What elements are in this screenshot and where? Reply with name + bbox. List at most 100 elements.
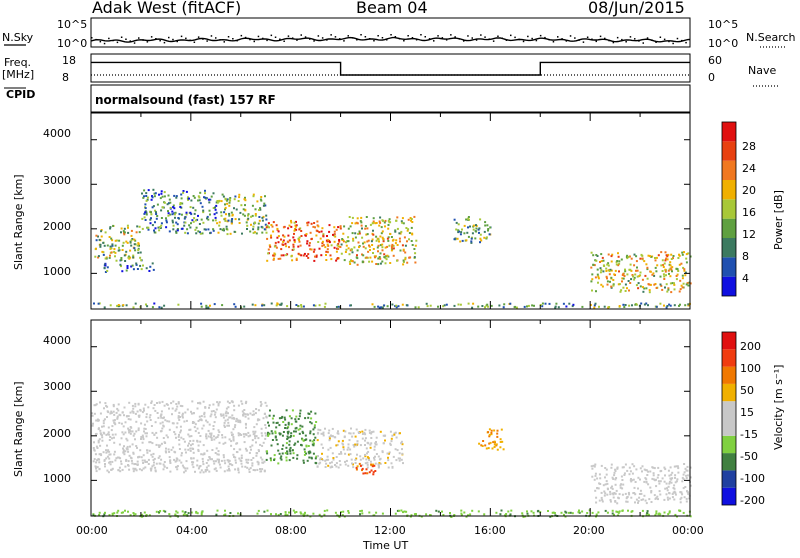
- power-cell: [95, 234, 98, 237]
- power-cell: [382, 238, 385, 240]
- velocity-cell: [310, 422, 313, 425]
- power-cell: [391, 245, 393, 248]
- velocity-cell: [217, 402, 220, 405]
- velocity-cell: [245, 461, 248, 464]
- velocity-cell: [216, 401, 219, 404]
- velocity-cell: [358, 462, 361, 465]
- velocity-cell: [331, 466, 334, 468]
- power-cell: [626, 273, 629, 276]
- velocity-cell: [92, 513, 95, 516]
- power-cell: [356, 217, 359, 220]
- power-cell: [120, 227, 123, 230]
- velocity-cell: [365, 458, 368, 461]
- velocity-cell: [223, 514, 226, 517]
- velocity-cell: [257, 437, 260, 440]
- velocity-cell: [279, 457, 282, 460]
- power-cell: [326, 251, 329, 254]
- power-cell: [196, 218, 199, 221]
- power-cell: [680, 262, 683, 265]
- power-cell: [671, 282, 674, 285]
- velocity-cell: [375, 441, 377, 443]
- velocity-cell: [328, 437, 331, 440]
- power-cell: [411, 244, 414, 246]
- power-cell: [606, 283, 609, 286]
- velocity-cell: [234, 461, 237, 464]
- power-cell: [624, 270, 627, 273]
- power-cb-tick-16: 16: [742, 206, 756, 219]
- power-cell: [204, 196, 207, 199]
- power-cell: [366, 227, 369, 230]
- velocity-cell: [317, 431, 320, 434]
- power-cell: [95, 247, 97, 250]
- velocity-cell: [228, 416, 231, 419]
- velocity-cell: [629, 470, 632, 473]
- nsearch-point: [651, 39, 653, 41]
- velocity-cell: [108, 514, 111, 517]
- nsearch-point: [150, 36, 153, 38]
- velocity-cell: [224, 419, 227, 422]
- velocity-cell: [370, 431, 373, 434]
- velocity-cell: [374, 442, 377, 445]
- velocity-cell: [107, 449, 110, 452]
- velocity-cell: [364, 439, 366, 442]
- velocity-colorbar-frame: [721, 331, 737, 506]
- velocity-cell: [266, 452, 269, 455]
- power-cb-tick-20: 20: [742, 184, 756, 197]
- power-cell: [315, 254, 318, 257]
- velocity-cell: [277, 514, 280, 517]
- velocity-cell: [145, 413, 148, 416]
- power-cell: [664, 268, 667, 271]
- power-cell: [264, 204, 267, 207]
- power-cell: [555, 302, 558, 305]
- velocity-cell: [609, 499, 612, 501]
- power-cell: [378, 220, 381, 223]
- velocity-cell: [633, 465, 636, 468]
- power-cell: [410, 218, 413, 220]
- velocity-cell: [92, 422, 94, 425]
- velocity-cell: [120, 462, 123, 465]
- power-cell: [270, 302, 273, 305]
- velocity-cell: [329, 462, 332, 465]
- power-cell: [681, 274, 684, 277]
- power-cell: [154, 192, 157, 195]
- velocity-cell: [294, 442, 297, 445]
- power-cell: [392, 244, 395, 247]
- velocity-cell: [490, 433, 493, 436]
- velocity-cell: [290, 423, 293, 426]
- velocity-cell: [399, 457, 401, 460]
- velocity-cell: [225, 410, 228, 413]
- power-cell: [381, 219, 384, 222]
- power-cell: [127, 226, 129, 229]
- power-cell: [480, 239, 483, 242]
- velocity-cell: [233, 426, 236, 429]
- velocity-cell: [145, 435, 148, 438]
- velocity-cell: [92, 514, 95, 517]
- velocity-cell: [279, 433, 282, 436]
- nsearch-point: [343, 40, 345, 42]
- velocity-cell: [563, 513, 565, 516]
- velocity-cell: [107, 426, 110, 429]
- power-cell: [455, 228, 458, 231]
- velocity-cell: [679, 498, 682, 501]
- power-cell: [681, 277, 684, 280]
- velocity-cell: [677, 467, 680, 470]
- velocity-cell: [276, 421, 279, 424]
- velocity-cell: [328, 439, 331, 442]
- power-cell: [247, 217, 250, 220]
- power-cell: [591, 289, 593, 292]
- nsearch-point: [484, 36, 486, 38]
- power-cell: [214, 206, 216, 209]
- power-cell: [268, 244, 271, 247]
- power-cell: [648, 291, 651, 294]
- power-cell: [645, 263, 648, 266]
- nsearch-point: [373, 40, 375, 42]
- power-cell: [589, 304, 592, 306]
- velocity-cell: [370, 469, 373, 472]
- power-cell: [381, 260, 384, 263]
- power-cell: [338, 240, 341, 243]
- power-cell: [136, 244, 139, 247]
- power-cell: [395, 304, 398, 307]
- velocity-cell: [613, 513, 615, 516]
- power-cell: [134, 239, 137, 242]
- power-cell: [471, 306, 474, 309]
